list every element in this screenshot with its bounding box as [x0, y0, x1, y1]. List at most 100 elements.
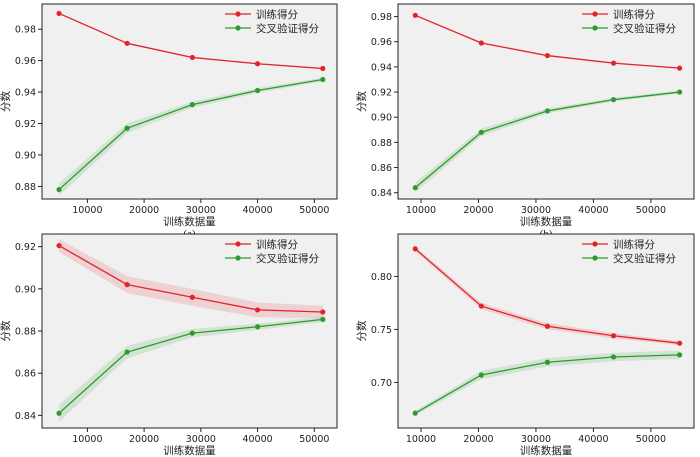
y-tick-label: 0.70 — [371, 378, 392, 389]
x-tick-label: 20000 — [129, 434, 159, 445]
y-tick-label: 0.96 — [371, 37, 392, 48]
y-tick-label: 0.92 — [371, 88, 392, 99]
x-tick-label: 10000 — [72, 205, 102, 216]
legend-label: 训练得分 — [256, 238, 298, 251]
x-axis-label: 训练数据量 — [520, 444, 573, 457]
data-point — [56, 410, 62, 416]
data-point — [610, 97, 617, 103]
x-tick-label: 30000 — [186, 434, 216, 445]
subplot-3: 10000 20000 30000 40000 50000 0.70 0.75 0.80 训练得… — [355, 233, 695, 457]
legend-label: 交叉验证得分 — [613, 252, 676, 265]
data-point — [124, 125, 130, 131]
plot-area — [42, 234, 337, 428]
data-point — [189, 102, 195, 108]
legend-label: 训练得分 — [256, 8, 298, 21]
y-tick-label: 0.75 — [371, 325, 392, 336]
data-point — [544, 323, 551, 329]
y-tick-label: 0.84 — [15, 411, 36, 422]
legend-label: 训练得分 — [613, 8, 655, 21]
x-tick-label: 40000 — [578, 434, 608, 445]
x-tick-label: 20000 — [463, 434, 493, 445]
x-axis-label: 训练数据量 — [520, 215, 573, 228]
x-tick-label: 30000 — [521, 434, 551, 445]
y-tick-label: 0.86 — [15, 369, 36, 380]
series-training-score — [412, 246, 683, 346]
data-point — [320, 316, 326, 323]
data-point — [677, 65, 683, 71]
x-tick-label: 20000 — [463, 205, 493, 216]
plot-area — [398, 4, 694, 199]
x-tick-label: 50000 — [636, 205, 666, 216]
x-tick-label: 40000 — [242, 434, 272, 445]
series-cv-score — [412, 350, 683, 416]
x-tick-label: 30000 — [186, 205, 216, 216]
y-tick-label: 0.88 — [15, 327, 36, 338]
legend-marker — [235, 255, 241, 261]
y-tick-label: 0.90 — [15, 284, 36, 295]
data-point — [124, 40, 130, 46]
data-point — [610, 333, 617, 339]
x-axis-label: 训练数据量 — [163, 215, 216, 228]
y-tick-label: 0.98 — [15, 25, 36, 36]
data-point — [478, 303, 484, 309]
data-point — [320, 309, 326, 315]
data-point — [544, 359, 551, 365]
data-point — [189, 54, 195, 61]
series-training-score — [412, 12, 683, 71]
data-point — [412, 410, 418, 416]
subplot-2: 10000 20000 30000 40000 50000 0.84 0.86 0.88 0.9… — [0, 233, 338, 457]
plot-frame — [397, 3, 695, 200]
y-tick-label: 0.86 — [371, 163, 392, 174]
plot-frame — [397, 233, 695, 429]
x-tick-label: 50000 — [299, 434, 329, 445]
y-axis-label: 分数 — [355, 91, 368, 112]
data-point — [544, 52, 551, 59]
y-tick-label: 0.94 — [371, 62, 392, 73]
data-point — [56, 10, 62, 17]
x-tick-label: 30000 — [521, 205, 551, 216]
plot-area — [42, 4, 337, 199]
x-tick-label: 50000 — [299, 205, 329, 216]
data-point — [610, 354, 617, 360]
legend-label: 交叉验证得分 — [613, 22, 676, 35]
legend-marker — [592, 255, 598, 261]
legend-label: 交叉验证得分 — [256, 22, 319, 35]
y-tick-label: 0.98 — [371, 12, 392, 23]
data-point — [478, 40, 484, 46]
y-tick-label: 0.92 — [15, 242, 36, 253]
data-point — [124, 282, 130, 288]
y-tick-label: 0.84 — [371, 188, 392, 199]
legend-marker — [592, 241, 598, 247]
data-point — [56, 242, 62, 249]
data-point — [56, 186, 62, 193]
series-cv-score — [412, 89, 683, 193]
y-tick-label: 0.90 — [371, 113, 392, 124]
subplot-0: 10000 20000 30000 40000 50000 0.88 0.90 0.92 0.9… — [0, 3, 338, 240]
data-point — [254, 307, 261, 313]
data-point — [254, 87, 261, 94]
data-point — [677, 352, 683, 358]
data-point — [412, 246, 418, 252]
legend-marker — [235, 241, 241, 247]
x-tick-label: 50000 — [636, 434, 666, 445]
data-point — [254, 324, 261, 330]
data-point — [124, 349, 130, 355]
series-training-score — [56, 239, 326, 319]
y-tick-label: 0.80 — [371, 272, 392, 283]
y-tick-label: 0.90 — [15, 150, 36, 161]
data-point — [478, 129, 484, 135]
y-axis-label: 分数 — [355, 320, 368, 341]
data-point — [677, 89, 683, 95]
y-tick-label: 0.96 — [15, 56, 36, 67]
plot-area — [398, 234, 694, 428]
x-tick-label: 40000 — [242, 205, 272, 216]
x-tick-label: 10000 — [406, 205, 436, 216]
y-tick-label: 0.88 — [15, 182, 36, 193]
legend-label: 训练得分 — [613, 238, 655, 251]
y-tick-label: 0.88 — [371, 138, 392, 149]
